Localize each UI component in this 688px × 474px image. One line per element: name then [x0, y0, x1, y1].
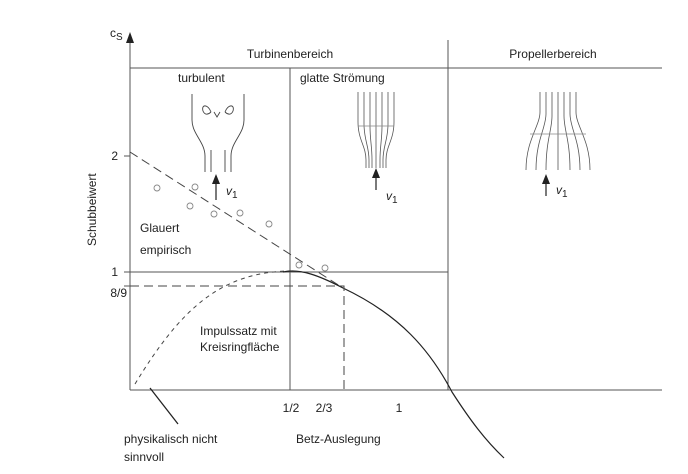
flow-label-smooth: glatte Strömung	[300, 71, 385, 85]
annotation-not-physical-line2: sinnvoll	[124, 450, 164, 464]
x-tick-label-one: 1	[396, 401, 403, 415]
glauert-dashed-line	[129, 151, 344, 289]
velocity-label: v1	[226, 184, 238, 201]
empirical-point	[265, 220, 273, 228]
y-axis-symbol: cS	[110, 26, 123, 43]
velocity-label: v1	[556, 183, 568, 200]
empirical-point	[153, 184, 161, 192]
annotation-momentum-line2: Kreisringfläche	[200, 340, 280, 354]
annotation-betz: Betz-Auslegung	[296, 432, 381, 446]
y-tick-label-2: 2	[111, 149, 118, 163]
leader-not-physical	[149, 387, 179, 425]
annotation-momentum-line1: Impulssatz mit	[200, 324, 277, 338]
velocity-arrow-icon	[372, 168, 380, 190]
empirical-point	[186, 202, 194, 210]
y-tick-label-1: 1	[111, 265, 118, 279]
y-tick-label-8-9: 8/9	[110, 286, 127, 300]
annotation-not-physical-line1: physikalisch nicht	[124, 432, 218, 446]
betz-design-curve	[282, 270, 505, 459]
empirical-points	[153, 183, 329, 272]
empirical-point	[236, 209, 244, 217]
region-label-propeller: Propellerbereich	[509, 47, 596, 61]
velocity-arrow-icon	[212, 174, 220, 200]
y-axis-label: Schubbeiwert	[85, 173, 99, 246]
annotation-glauert: Glauert	[140, 221, 180, 235]
propeller-flow-sketch	[525, 92, 591, 171]
smooth-flow-sketch	[357, 92, 395, 168]
x-tick-label-half: 1/2	[283, 401, 300, 415]
momentum-dashed-curve	[134, 270, 291, 385]
empirical-point	[210, 210, 218, 218]
annotation-empirical: empirisch	[140, 243, 191, 257]
y-axis-subscript: S	[116, 32, 123, 43]
turbulent-flow-sketch	[191, 94, 245, 172]
eight-ninths-dashed-line	[130, 285, 345, 390]
y-axis-arrowhead	[126, 32, 134, 43]
flow-label-turbulent: turbulent	[178, 71, 225, 85]
empirical-point	[295, 261, 303, 269]
velocity-arrow-icon	[542, 174, 550, 196]
empirical-point	[191, 183, 199, 191]
region-label-turbine: Turbinenbereich	[247, 47, 333, 61]
x-tick-label-two-thirds: 2/3	[316, 401, 333, 415]
velocity-label: v1	[386, 189, 398, 206]
empirical-point	[321, 264, 329, 272]
